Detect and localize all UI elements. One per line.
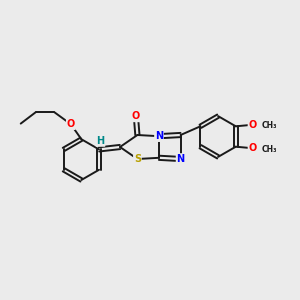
Text: N: N [176,154,185,164]
Text: S: S [134,154,141,164]
Text: CH₃: CH₃ [262,145,278,154]
Text: N: N [155,131,163,141]
Text: CH₃: CH₃ [262,122,278,130]
Text: O: O [67,119,75,129]
Text: H: H [96,136,105,146]
Text: O: O [248,120,257,130]
Text: O: O [132,111,140,122]
Text: O: O [248,143,257,153]
